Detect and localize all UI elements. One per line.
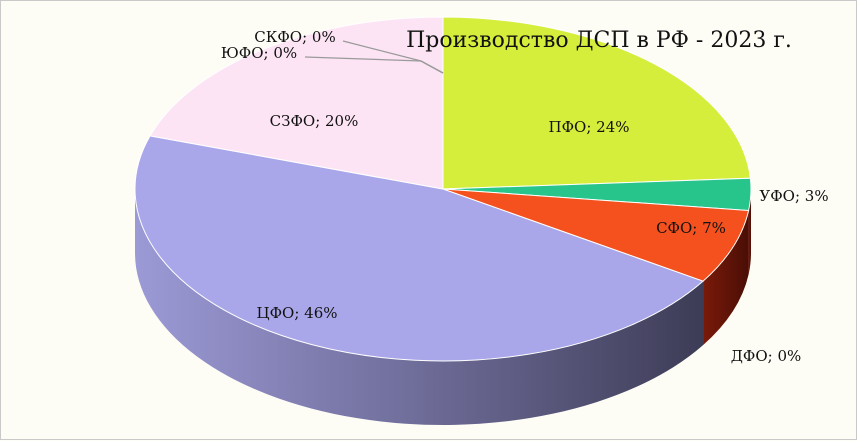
data-label-1: ПФО; 24%: [549, 118, 630, 136]
data-label-6: СЗФО; 20%: [270, 112, 359, 130]
leader-line-8: [342, 40, 444, 74]
data-label-3: СФО; 7%: [656, 219, 726, 237]
slice-6-top[interactable]: [149, 16, 444, 190]
slice-3-top[interactable]: [442, 188, 750, 282]
slice-5-side: [135, 189, 704, 425]
slice-5-top[interactable]: [134, 135, 705, 362]
data-label-7: ЮФО; 0%: [221, 44, 297, 62]
chart-title: Производство ДСП в РФ - 2023 г.: [406, 28, 792, 53]
slice-2-side: [748, 189, 751, 275]
data-label-4: ДФО; 0%: [731, 347, 802, 365]
data-label-8: СКФО; 0%: [254, 28, 335, 46]
data-label-5: ЦФО; 46%: [257, 304, 338, 322]
data-label-2: УФО; 3%: [759, 187, 828, 205]
slice-1-top[interactable]: [442, 16, 751, 190]
slice-3-side: [703, 210, 749, 346]
